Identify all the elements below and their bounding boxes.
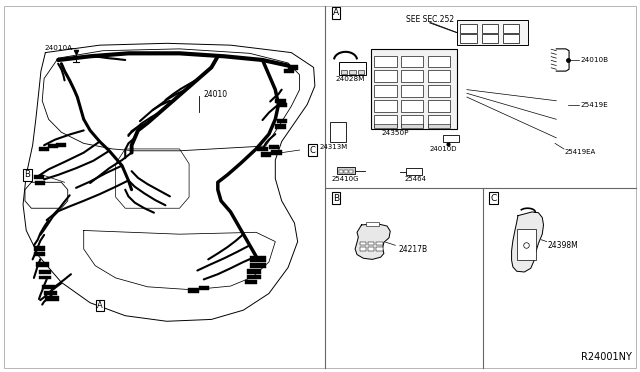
Text: C: C (491, 194, 497, 203)
Bar (276, 103, 287, 108)
Bar (428, 100, 451, 112)
Bar (45, 296, 60, 301)
Bar (271, 150, 282, 155)
Bar (339, 170, 343, 173)
Text: 24028M: 24028M (336, 76, 365, 82)
Bar (481, 35, 498, 43)
Bar (344, 170, 348, 173)
Bar (56, 143, 67, 147)
Text: 24350P: 24350P (381, 130, 409, 137)
Text: R24001NY: R24001NY (580, 352, 632, 362)
Bar (428, 70, 451, 82)
Text: 24010B: 24010B (580, 57, 609, 63)
Bar (288, 65, 298, 70)
Bar (358, 70, 364, 74)
Text: SEE SEC.252: SEE SEC.252 (406, 16, 454, 25)
Bar (366, 222, 379, 226)
Bar (250, 263, 266, 268)
Text: 24010: 24010 (204, 90, 228, 99)
Bar (34, 252, 45, 256)
Bar (360, 247, 366, 251)
Bar (284, 69, 294, 73)
Bar (374, 115, 397, 127)
Text: 25464: 25464 (404, 176, 427, 182)
Bar (257, 147, 268, 151)
Bar (502, 24, 519, 33)
Bar (244, 280, 257, 284)
Bar (48, 144, 58, 148)
Text: 24010A: 24010A (44, 45, 72, 51)
Bar (481, 24, 498, 33)
Bar (374, 100, 397, 112)
Bar (458, 20, 527, 45)
Bar (269, 145, 279, 149)
Bar (428, 125, 451, 128)
Text: 24398M: 24398M (547, 241, 578, 250)
Bar (376, 247, 383, 251)
Text: 24217B: 24217B (398, 244, 427, 253)
Bar (246, 269, 260, 274)
Bar (250, 256, 266, 262)
Bar (330, 122, 346, 142)
Bar (368, 247, 374, 251)
Bar (198, 286, 209, 290)
Polygon shape (355, 224, 390, 259)
Bar (341, 70, 348, 74)
Bar (34, 174, 44, 179)
Bar (39, 147, 49, 151)
Bar (39, 270, 51, 274)
Bar (374, 55, 397, 67)
Bar (401, 125, 424, 128)
Bar (42, 285, 55, 289)
Bar (246, 275, 260, 279)
Bar (401, 70, 424, 82)
Bar (44, 291, 57, 295)
Text: 24313M: 24313M (320, 144, 348, 150)
Bar (401, 100, 424, 112)
Bar (368, 241, 374, 245)
Polygon shape (511, 212, 543, 272)
Text: A: A (333, 9, 339, 17)
Bar (39, 276, 51, 279)
Bar (337, 167, 355, 174)
Bar (360, 241, 366, 245)
Bar (406, 168, 422, 175)
Text: 24010D: 24010D (429, 146, 457, 152)
Bar (349, 70, 356, 74)
Bar (516, 229, 536, 260)
Bar (401, 55, 424, 67)
Text: C: C (309, 145, 316, 154)
Bar (461, 35, 477, 43)
Bar (371, 49, 458, 129)
Bar (502, 35, 519, 43)
Text: B: B (24, 170, 31, 179)
Bar (349, 170, 353, 173)
Bar (339, 62, 366, 75)
Bar (374, 70, 397, 82)
Bar (35, 181, 45, 185)
Bar (276, 119, 287, 124)
Bar (444, 135, 460, 141)
Bar (401, 85, 424, 97)
Bar (428, 55, 451, 67)
Bar (428, 115, 451, 127)
Text: 25410G: 25410G (332, 176, 359, 182)
Bar (275, 125, 285, 129)
Bar (374, 125, 397, 128)
Bar (374, 85, 397, 97)
Bar (376, 241, 383, 245)
Text: 25419EA: 25419EA (564, 149, 596, 155)
Bar (401, 115, 424, 127)
Bar (34, 246, 45, 251)
Bar (461, 24, 477, 33)
Bar (275, 99, 285, 103)
Bar (428, 85, 451, 97)
Bar (36, 262, 49, 267)
Bar (188, 288, 198, 293)
Text: A: A (97, 301, 102, 310)
Text: B: B (333, 194, 339, 203)
Bar (260, 152, 271, 157)
Text: 25419E: 25419E (580, 102, 608, 108)
